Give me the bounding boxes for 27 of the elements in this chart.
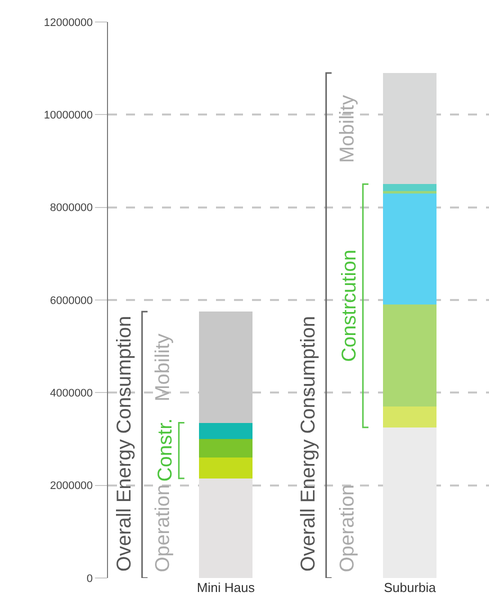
bar	[199, 422, 252, 439]
annotation: Constr.	[154, 418, 176, 482]
bar	[383, 406, 437, 428]
bar	[383, 427, 437, 578]
y-tick-label: 2000000	[50, 480, 93, 492]
y-tick-label: 8000000	[50, 202, 93, 214]
bar	[383, 304, 437, 407]
x-tick-label: Mini Haus	[196, 580, 256, 595]
y-tick-label: 10000000	[44, 110, 93, 122]
annotation: Mobility	[336, 95, 359, 163]
annotation: Operation	[336, 484, 358, 572]
y-tick-label: 0	[86, 572, 93, 585]
bar	[199, 478, 252, 578]
bar	[383, 72, 437, 184]
annotation: Constrcution	[338, 250, 360, 362]
bar	[383, 184, 437, 192]
y-tick-label: 4000000	[50, 388, 93, 400]
annotation: Operation	[152, 484, 174, 572]
bar	[199, 458, 252, 478]
annotation: Overall Energy Consumption	[114, 316, 136, 572]
bar	[199, 439, 252, 458]
x-tick-label: Suburbia	[384, 580, 437, 595]
annotation: Mobility	[152, 334, 174, 402]
bar	[383, 193, 437, 305]
y-tick-label: 6000000	[50, 294, 93, 307]
y-tick-label: 12000000	[44, 16, 93, 29]
annotation: Overall Energy Consumption	[298, 316, 320, 572]
